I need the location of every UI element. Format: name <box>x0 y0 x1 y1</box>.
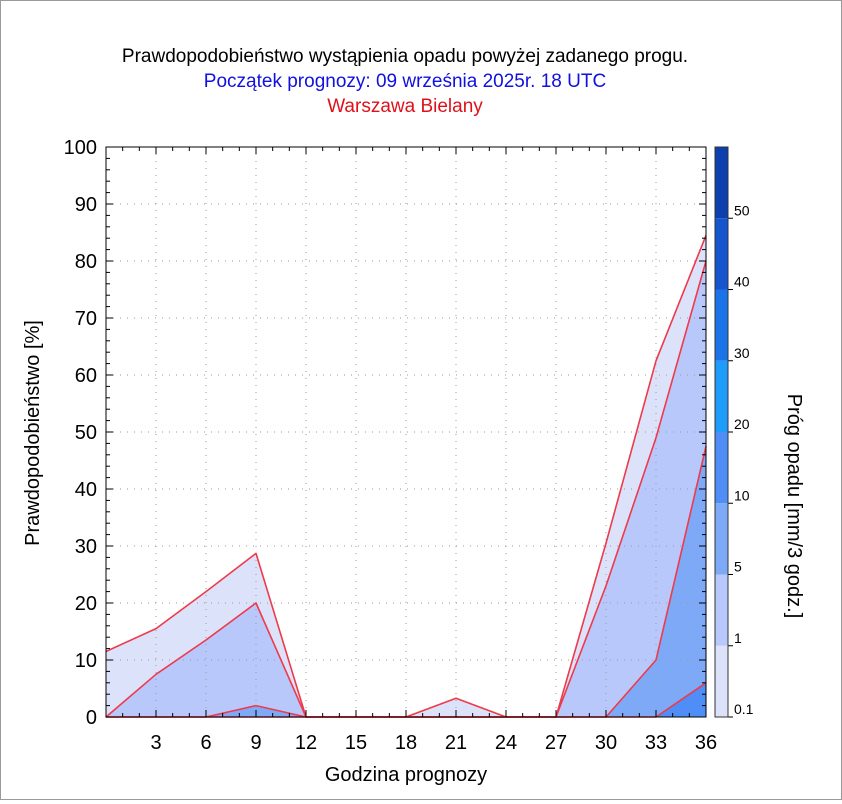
colorbar-segment <box>715 360 728 432</box>
y-axis-label: Prawdopodobieństwo [%] <box>22 320 44 546</box>
colorbar-tick-label: 40 <box>734 274 750 290</box>
chart-title: Prawdopodobieństwo wystąpienia opadu pow… <box>122 46 688 67</box>
y-tick-label: 50 <box>75 422 97 444</box>
colorbar-label: Próg opadu [mm/3 godz.] <box>783 394 805 619</box>
x-tick-label: 24 <box>495 732 517 754</box>
x-tick-label: 12 <box>295 732 317 754</box>
plot-area: 3 6 9 12 15 18 21 24 27 30 33 360102030405060708090… <box>64 137 718 754</box>
colorbar-segment <box>715 218 728 290</box>
colorbar-tick-label: 20 <box>734 416 750 432</box>
x-tick-label: 33 <box>645 732 667 754</box>
x-tick-label: 6 <box>200 732 211 754</box>
y-tick-label: 20 <box>75 593 97 615</box>
colorbar: 0.1 1 5 10 20 30 40 50 <box>714 146 754 718</box>
colorbar-segment <box>715 574 728 646</box>
x-tick-label: 18 <box>395 732 417 754</box>
y-tick-label: 30 <box>75 536 97 558</box>
x-tick-label: 21 <box>445 732 467 754</box>
colorbar-segment <box>715 147 728 219</box>
colorbar-segment <box>715 503 728 575</box>
x-tick-label: 9 <box>250 732 261 754</box>
y-tick-label: 90 <box>75 194 97 216</box>
colorbar-tick-label: 5 <box>734 559 742 575</box>
x-tick-label: 27 <box>545 732 567 754</box>
x-tick-label: 15 <box>345 732 367 754</box>
x-tick-label: 3 <box>150 732 161 754</box>
colorbar-segment <box>715 289 728 361</box>
colorbar-segment <box>715 432 728 504</box>
y-tick-label: 0 <box>86 707 97 729</box>
colorbar-segment <box>715 645 728 717</box>
y-tick-label: 40 <box>75 479 97 501</box>
y-tick-label: 70 <box>75 308 97 330</box>
chart-subtitle: Początek prognozy: 09 września 2025r. 18… <box>204 71 606 92</box>
colorbar-tick-label: 50 <box>734 202 750 218</box>
x-axis-label: Godzina prognozy <box>325 764 487 786</box>
colorbar-tick-label: 1 <box>734 630 742 646</box>
ticks <box>105 146 707 718</box>
colorbar-tick-label: 0.1 <box>734 701 754 717</box>
colorbar-tick-label: 10 <box>734 487 750 503</box>
y-tick-label: 80 <box>75 251 97 273</box>
area-series-0 <box>106 235 706 717</box>
colorbar-tick-label: 30 <box>734 345 750 361</box>
y-tick-label: 100 <box>64 137 97 159</box>
chart-location: Warszawa Bielany <box>327 96 483 117</box>
x-tick-label: 36 <box>695 732 717 754</box>
y-tick-label: 10 <box>75 650 97 672</box>
area-series-2 <box>106 446 706 717</box>
colorbar-frame <box>714 146 729 718</box>
x-tick-label: 30 <box>595 732 617 754</box>
y-tick-label: 60 <box>75 365 97 387</box>
